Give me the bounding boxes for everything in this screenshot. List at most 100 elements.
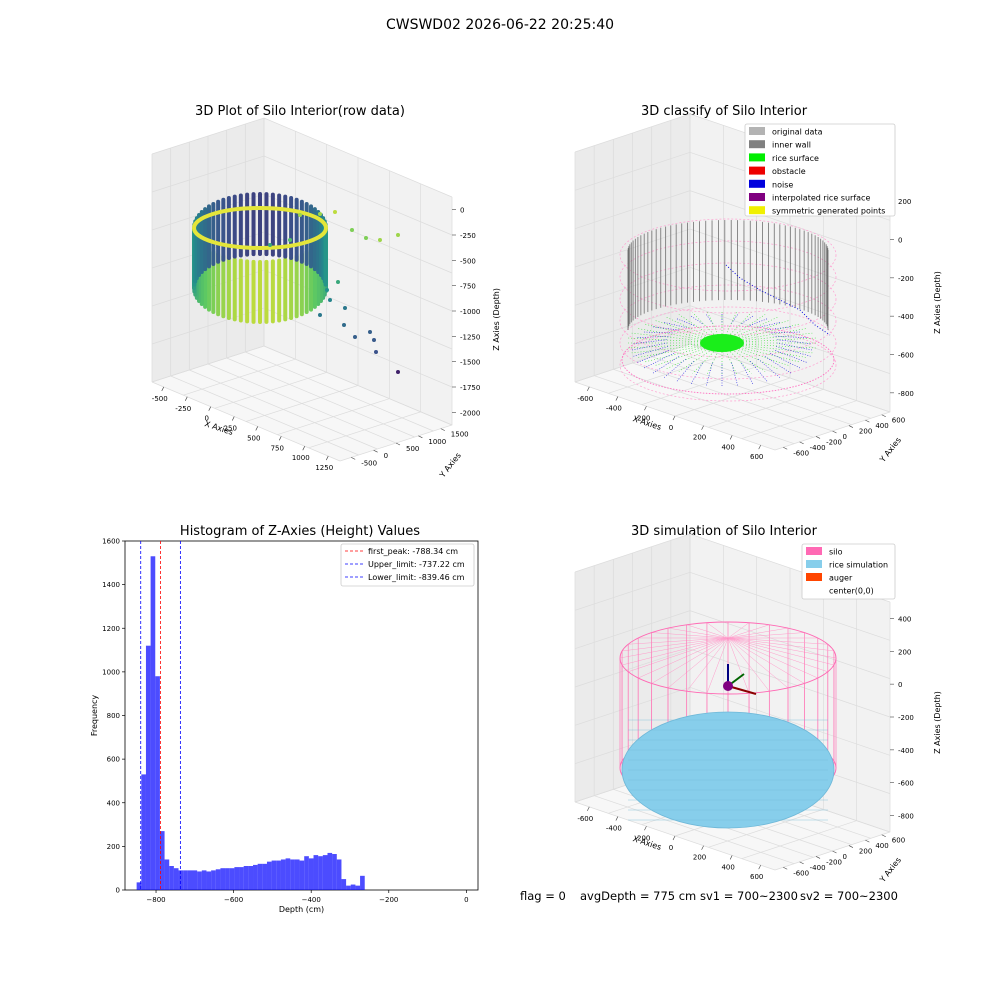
- x-tick: [587, 806, 590, 811]
- x-tick: [758, 445, 761, 450]
- x-tick: [325, 455, 329, 461]
- data-point: [343, 306, 347, 310]
- x-tick-label: 400: [721, 443, 734, 451]
- histogram-bar: [206, 871, 212, 890]
- histogram-bar: [136, 882, 142, 890]
- noise-ray: [633, 339, 668, 345]
- y-tick-label: 1200: [102, 625, 120, 633]
- x-tick: [184, 396, 188, 401]
- histogram-bar: [341, 879, 347, 890]
- footer-sv1: sv1 = 700~2300: [700, 889, 798, 903]
- y-tick-label: 0: [116, 887, 120, 895]
- gridline: [670, 350, 871, 419]
- legend-histogram: first_peak: -788.34 cm Upper_limit: -737.…: [340, 543, 475, 587]
- legend-label: obstacle: [772, 167, 806, 176]
- noise-ray: [633, 346, 668, 357]
- y-tick-label: -400: [810, 444, 826, 452]
- x-tick: [758, 865, 761, 870]
- histogram-bar: [257, 863, 263, 890]
- x-tick-label: −400: [302, 896, 321, 904]
- x-tick: [729, 435, 733, 440]
- x-tick-label: -400: [606, 405, 622, 413]
- silo-roof-line: [727, 637, 750, 694]
- histogram-bar: [346, 885, 351, 890]
- z-tick-label: 400: [898, 615, 911, 623]
- histogram-bar: [211, 870, 216, 890]
- y-tick: [881, 834, 886, 837]
- data-point: [396, 233, 400, 237]
- y-tick-label: -600: [793, 869, 809, 877]
- y-tick-label: 0: [843, 853, 847, 861]
- z-axis-label: Z Axies (Depth): [933, 691, 942, 754]
- histogram-bar: [318, 856, 323, 890]
- silo-roof-line: [686, 624, 729, 639]
- rice-surface-ray: [721, 328, 807, 344]
- histogram-bar: [332, 854, 337, 890]
- x-tick-label: 750: [271, 444, 284, 452]
- x-tick-label: 500: [247, 434, 260, 442]
- y-tick: [351, 457, 356, 460]
- silo-floor-ring: [621, 325, 835, 395]
- silo-outline-ring: [619, 306, 837, 380]
- z-tick-label: -800: [898, 813, 914, 821]
- z-tick-label: -2000: [460, 409, 480, 417]
- silo-roof-line: [727, 637, 828, 673]
- noise-ray: [676, 360, 695, 382]
- z-tick-label: -250: [460, 232, 476, 240]
- rice-surface-ray: [721, 342, 799, 363]
- histogram-bar: [243, 866, 249, 890]
- noise-ray: [706, 314, 713, 324]
- y-axis-label: Y Axies: [437, 451, 463, 480]
- y-tick: [848, 845, 854, 848]
- histogram-bar: [169, 866, 174, 890]
- silo-roof-line: [727, 637, 834, 652]
- z-tick-label: 0: [460, 207, 464, 215]
- noise-ray: [652, 355, 681, 374]
- data-point: [333, 210, 337, 214]
- legend-label: silo: [829, 548, 843, 557]
- silo-roof-line: [686, 637, 729, 692]
- histogram-bar: [253, 864, 258, 890]
- x-tick: [278, 436, 282, 441]
- y-tick: [832, 850, 837, 854]
- x-tick-label: -400: [606, 825, 622, 833]
- x-tick: [701, 845, 704, 850]
- center-marker: [723, 681, 733, 691]
- rice-surface-ray: [721, 342, 807, 358]
- silo-outline-ring: [619, 240, 837, 314]
- histogram-bar: [220, 868, 226, 890]
- data-point: [318, 212, 322, 216]
- z-tick-label: 200: [898, 198, 911, 206]
- legend-swatch: [749, 206, 765, 215]
- z-tick-label: -1250: [460, 333, 480, 341]
- y-tick-label: 500: [406, 445, 419, 453]
- noise-ray: [776, 342, 813, 351]
- histogram-bar: [350, 884, 356, 890]
- legend-label: interpolated rice surface: [772, 194, 870, 203]
- silo-roof-line: [706, 637, 729, 694]
- histogram-bar: [262, 863, 267, 890]
- silo-roof-line: [638, 637, 729, 679]
- noise-ray: [644, 331, 675, 334]
- chart-title-classify: 3D classify of Silo Interior: [640, 104, 808, 119]
- gridline: [263, 345, 453, 426]
- z-axis-label: Z Axies (Depth): [933, 271, 942, 334]
- data-point: [350, 228, 354, 232]
- chart-raw-3d: -500 -250 0 250 500 750 1000 1250 -500 0 500 1000 15…: [151, 117, 501, 480]
- z-tick-label: 0: [898, 681, 902, 689]
- data-point: [368, 330, 372, 334]
- noise-ray: [631, 342, 668, 351]
- x-tick-label: 400: [721, 863, 734, 871]
- y-tick-label: 0: [843, 433, 847, 441]
- histogram-bar: [304, 856, 309, 890]
- z-tick-label: -600: [898, 780, 914, 788]
- silo-outline-ring: [619, 218, 837, 292]
- rice-surface-ray: [721, 342, 752, 374]
- data-point: [318, 313, 322, 317]
- silo-roof-line: [651, 637, 729, 684]
- x-tick: [644, 406, 647, 411]
- silo-roof-line: [727, 624, 770, 639]
- x-tick: [255, 426, 259, 431]
- histogram-bar: [327, 852, 333, 890]
